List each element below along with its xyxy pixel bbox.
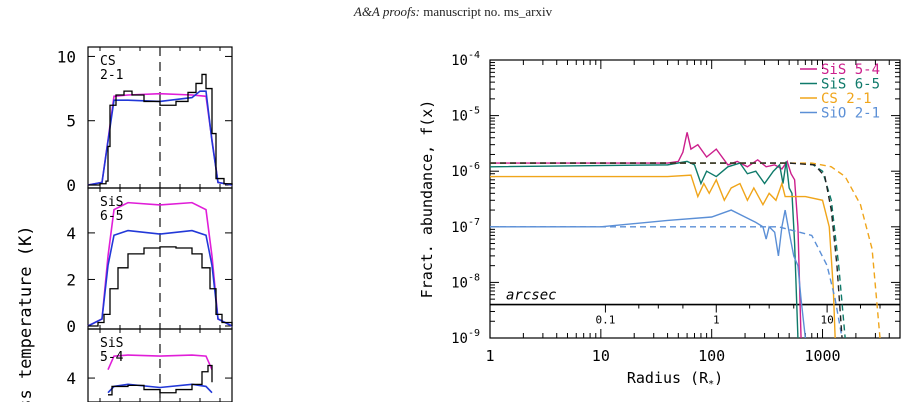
model-profile-magenta — [107, 354, 213, 371]
series-2-dashed-curve — [490, 162, 846, 338]
x-tick-label: 10 — [592, 347, 610, 365]
y-tick-label: 5 — [66, 112, 76, 131]
y-tick-label: 10-8 — [451, 272, 480, 291]
panel-label-transition: 6-5 — [100, 209, 123, 224]
panel-label-transition: 5-4 — [100, 350, 124, 365]
observed-profile-histogram — [88, 246, 233, 327]
legend-entry: SiS 5-4 — [821, 62, 880, 78]
profile-panel-1: 0 5 10 CS2-1 — [57, 46, 233, 195]
x-tick-label: 100 — [698, 347, 725, 365]
legend-entry: SiS 6-5 — [821, 77, 880, 93]
abundance-plot: 1 10 100 1000 10-9 10-8 10-7 10-6 10-5 10-4 0.1 1 10… — [418, 50, 901, 390]
arcsec-tick-label: 1 — [713, 314, 720, 327]
y-tick-label: 10-9 — [451, 328, 480, 347]
y-tick-label: 10-5 — [451, 106, 480, 125]
observed-profile-histogram — [88, 73, 233, 186]
panel-label-transition: 2-1 — [100, 68, 123, 83]
arcsec-label: arcsec — [506, 288, 557, 304]
arcsec-tick-label: 0.1 — [595, 314, 615, 327]
legend-entry: SiO 2-1 — [821, 106, 880, 122]
manuscript-label: manuscript no. ms_arxiv — [419, 4, 553, 19]
series-4-dashed-curve — [490, 226, 843, 338]
left-y-axis-label: ess temperature (K) — [16, 226, 36, 402]
legend-entry: CS 2-1 — [821, 91, 872, 107]
y-tick-label: 2 — [66, 270, 76, 289]
y-tick-label: 10-4 — [451, 50, 480, 69]
series-3-solid-curve — [490, 174, 836, 338]
y-axis-label: Fract. abundance, f(x) — [418, 100, 436, 299]
series-2-solid-curve — [490, 160, 799, 338]
model-profile-blue — [87, 229, 233, 327]
arcsec-tick-label: 10 — [820, 314, 833, 327]
y-tick-label: 10-7 — [451, 217, 480, 236]
y-tick-label: 0 — [66, 317, 76, 336]
abundance-curves — [490, 132, 881, 338]
y-tick-label: 4 — [66, 224, 76, 243]
model-profile-blue — [87, 90, 233, 186]
panel-label-molecule: CS — [100, 54, 116, 69]
series-5-dashed-curve — [490, 162, 843, 338]
panel-label-molecule: SiS — [100, 195, 123, 210]
x-axis-label: Radius (R*) — [627, 369, 723, 390]
page-header: A&A proofs: manuscript no. ms_arxiv — [0, 4, 906, 20]
y-tick-label: 10-6 — [451, 161, 480, 180]
y-tick-label: 10 — [57, 47, 76, 66]
observed-profile-histogram — [108, 364, 213, 396]
y-tick-label: 0 — [66, 176, 76, 195]
panel-label-molecule: SiS — [100, 336, 123, 351]
series-1-solid-curve — [490, 132, 802, 338]
x-tick-label: 1 — [485, 347, 494, 365]
journal-name: A&A proofs: — [353, 4, 420, 19]
series-4-solid-curve — [490, 209, 807, 338]
y-tick-label: 4 — [66, 369, 76, 388]
x-tick-label: 1000 — [804, 347, 840, 365]
series-3-dashed-curve — [490, 162, 881, 338]
